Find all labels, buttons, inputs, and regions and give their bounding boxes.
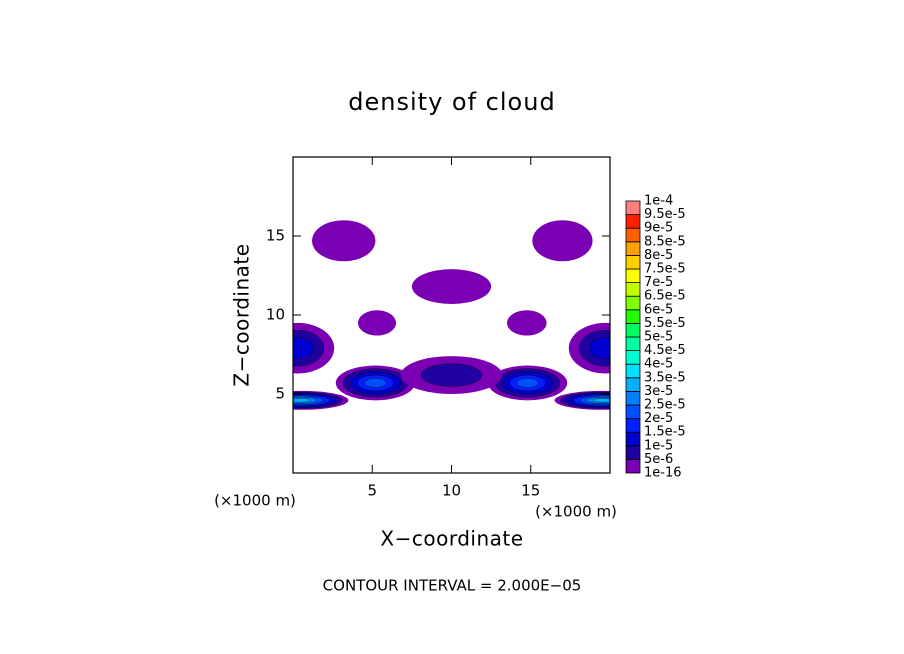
colorbar-band (625, 431, 641, 447)
y-tick-label: 10 (266, 306, 285, 324)
colorbar-band (625, 214, 641, 229)
colorbar-band (625, 227, 641, 243)
y-axis-title: Z−coordinate (230, 243, 254, 386)
x-tick-label: 5 (367, 482, 377, 500)
colorbar-label: 4e-5 (644, 357, 673, 372)
colorbar-label: 2.5e-5 (644, 398, 686, 413)
colorbar-band (625, 241, 641, 256)
colorbar-band (625, 322, 641, 338)
colorbar-band (625, 390, 641, 406)
colorbar-label: 6.5e-5 (644, 289, 686, 304)
colorbar-band (625, 350, 641, 365)
colorbar-label: 1e-5 (644, 438, 673, 453)
colorbar-band (625, 458, 641, 474)
colorbar-label: 8e-5 (644, 248, 673, 263)
plot-frame (292, 156, 611, 474)
colorbar-label: 3e-5 (644, 384, 673, 399)
colorbar-label: 7.5e-5 (644, 262, 686, 277)
colorbar-band (625, 268, 641, 284)
colorbar-label: 1e-16 (644, 466, 682, 481)
contour-region (293, 398, 311, 403)
colorbar-label: 5.5e-5 (644, 316, 686, 331)
colorbar-band (625, 404, 641, 420)
y-unit: (×1000 m) (214, 492, 296, 510)
contour-region (312, 220, 376, 262)
colorbar-label: 9e-5 (644, 221, 673, 236)
contour-region (411, 269, 492, 304)
colorbar-band (625, 254, 641, 270)
contour-field (293, 220, 610, 410)
colorbar-label: 5e-5 (644, 330, 673, 345)
colorbar-band (625, 363, 641, 379)
contour-region (532, 220, 593, 262)
colorbar-band (625, 282, 641, 297)
x-unit: (×1000 m) (535, 503, 617, 521)
x-tick-label: 10 (442, 482, 461, 500)
contour-region (357, 310, 397, 336)
contour-note: CONTOUR INTERVAL = 2.000E−05 (323, 577, 582, 595)
colorbar-label: 2e-5 (644, 411, 673, 426)
colorbar-label: 3.5e-5 (644, 370, 686, 385)
contour-region (589, 337, 610, 360)
colorbar-label: 7e-5 (644, 275, 673, 290)
colorbar-band (625, 418, 641, 433)
colorbar-band (625, 445, 641, 460)
colorbar-label: 8.5e-5 (644, 234, 686, 249)
colorbar-label: 1e-4 (644, 194, 673, 209)
contour-region (516, 378, 539, 388)
colorbar-label: 9.5e-5 (644, 207, 686, 222)
colorbar-band (625, 377, 641, 392)
contour-region (592, 398, 610, 403)
colorbar-band (625, 295, 641, 311)
contour-region (420, 363, 483, 387)
y-tick-label: 15 (266, 227, 285, 245)
x-axis-title: X−coordinate (380, 527, 523, 551)
colorbar-label: 4.5e-5 (644, 343, 686, 358)
y-tick-label: 5 (275, 385, 285, 403)
chart-title: density of cloud (348, 88, 555, 116)
contour-region (364, 378, 387, 388)
x-tick-label: 15 (521, 482, 540, 500)
contour-region (293, 337, 314, 360)
colorbar-band (625, 200, 641, 216)
colorbar-label: 1.5e-5 (644, 425, 686, 440)
contour-region (506, 310, 547, 336)
colorbar-label: 6e-5 (644, 302, 673, 317)
colorbar-band (625, 336, 641, 352)
colorbar-label: 5e-6 (644, 452, 673, 467)
colorbar-band (625, 309, 641, 324)
